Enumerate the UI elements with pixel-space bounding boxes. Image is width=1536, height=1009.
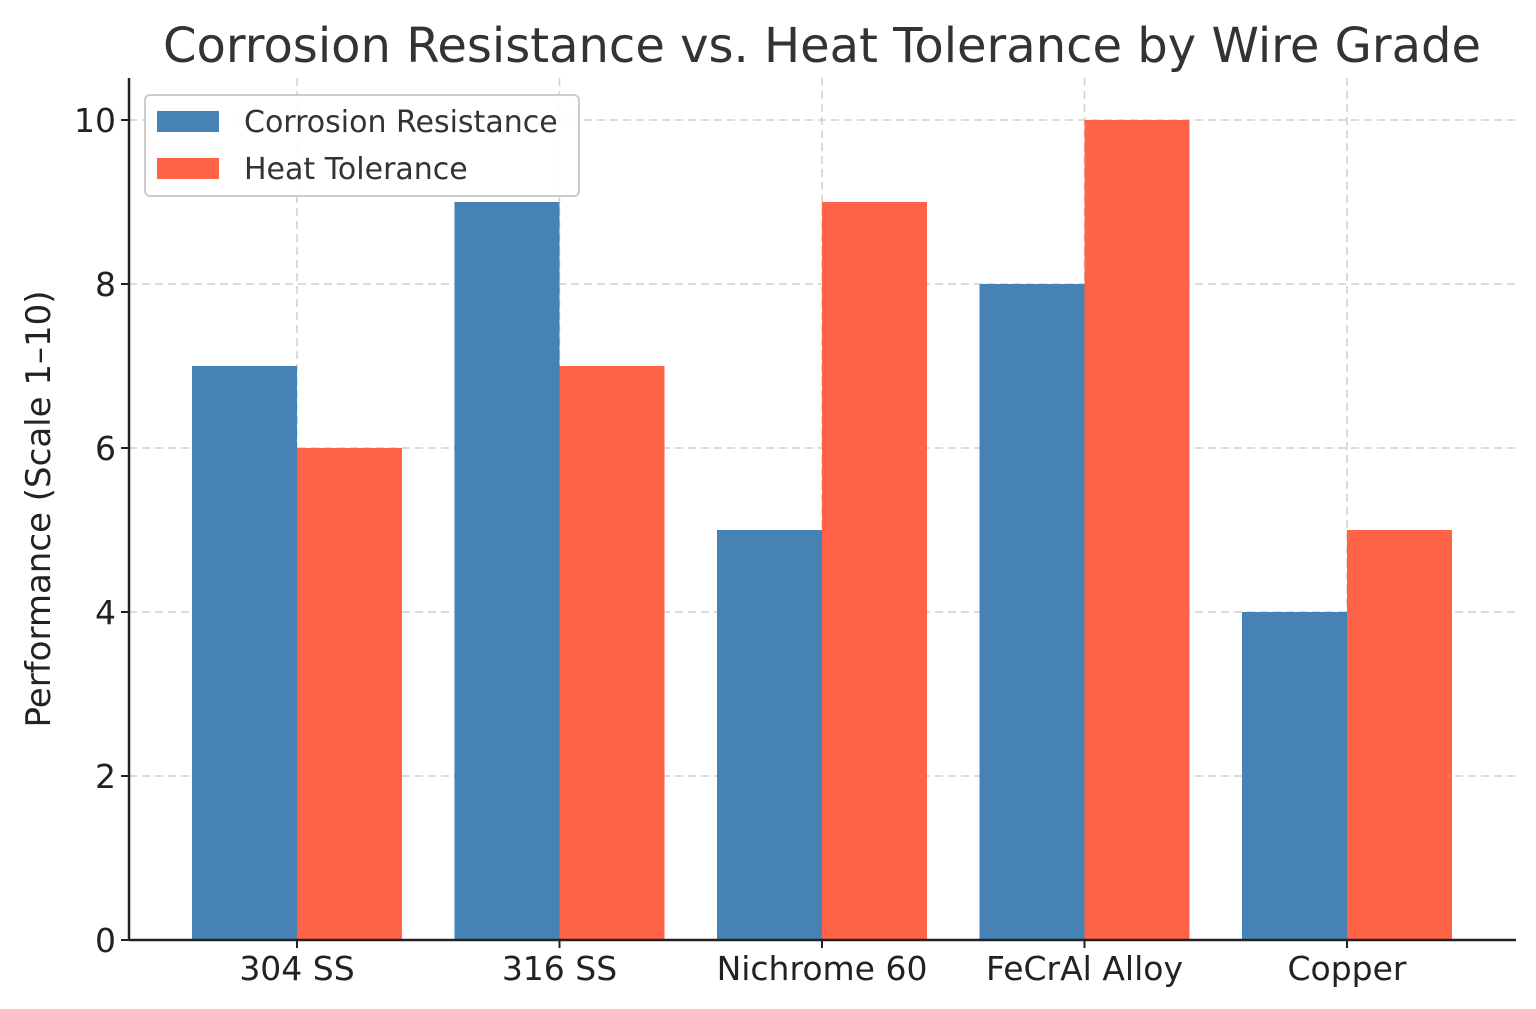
bar-heat-tolerance-304-ss bbox=[297, 448, 402, 940]
x-tick-label-304-ss: 304 SS bbox=[239, 949, 354, 988]
y-axis-label: Performance (Scale 1–10) bbox=[19, 291, 59, 728]
legend-label-heat: Heat Tolerance bbox=[244, 152, 468, 187]
y-tick-label: 10 bbox=[74, 101, 116, 140]
legend-frame bbox=[144, 94, 580, 197]
y-tick-label: 6 bbox=[95, 429, 116, 468]
x-tick-label-316-ss: 316 SS bbox=[502, 949, 617, 988]
y-tick-label: 8 bbox=[95, 265, 116, 304]
chart-title: Corrosion Resistance vs. Heat Tolerance … bbox=[163, 18, 1481, 74]
bar-corrosion-resistance-316-ss bbox=[454, 202, 560, 940]
bar-corrosion-resistance-copper bbox=[1242, 612, 1347, 940]
legend: Corrosion Resistance Heat Tolerance bbox=[144, 94, 580, 197]
bar-heat-tolerance-fecral-alloy bbox=[1084, 120, 1190, 940]
bar-corrosion-resistance-nichrome-60 bbox=[717, 530, 822, 940]
y-tick-label: 0 bbox=[95, 921, 116, 960]
bar-heat-tolerance-316-ss bbox=[559, 366, 665, 940]
x-tick-label-nichrome-60: Nichrome 60 bbox=[717, 949, 928, 988]
y-tick-label: 2 bbox=[95, 757, 116, 796]
legend-swatch-corrosion bbox=[157, 111, 219, 132]
bar-heat-tolerance-nichrome-60 bbox=[822, 202, 927, 940]
legend-swatch-heat bbox=[157, 158, 219, 179]
y-ticks: 0 2 4 6 8 10 bbox=[74, 101, 129, 960]
bar-corrosion-resistance-fecral-alloy bbox=[979, 284, 1085, 940]
x-tick-label-copper: Copper bbox=[1288, 949, 1407, 988]
bar-corrosion-resistance-304-ss bbox=[192, 366, 297, 940]
y-tick-label: 4 bbox=[95, 593, 116, 632]
x-ticks: 304 SS 316 SS Nichrome 60 FeCrAl Alloy Coppe… bbox=[239, 940, 1407, 988]
x-tick-label-fecral-alloy: FeCrAl Alloy bbox=[986, 949, 1183, 988]
bars bbox=[192, 120, 1452, 940]
legend-label-corrosion: Corrosion Resistance bbox=[244, 105, 558, 140]
bar-heat-tolerance-copper bbox=[1347, 530, 1452, 940]
